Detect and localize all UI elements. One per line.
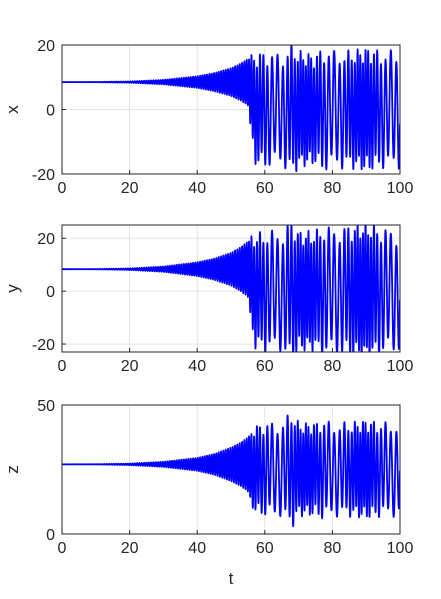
- axes-frame: [61, 404, 401, 535]
- x-tick-label: 0: [58, 180, 67, 197]
- x-tick-label: 0: [58, 358, 67, 375]
- x-tick-label: 80: [324, 180, 342, 197]
- subplot-z: 0 20 40 60 80 100 0 50 z t: [3, 398, 413, 588]
- y-tick-label: 50: [37, 398, 55, 415]
- x-tick-label: 80: [324, 540, 342, 557]
- x-tick-label: 60: [256, 180, 274, 197]
- x-tick-label: 0: [58, 540, 67, 557]
- x-tick-label: 100: [387, 540, 414, 557]
- x-tick-label: 40: [188, 358, 206, 375]
- x-tick-label: 80: [324, 358, 342, 375]
- x-tick-label: 20: [121, 358, 139, 375]
- y-tick-label: 0: [46, 103, 55, 120]
- y-axis-label: z: [3, 465, 22, 474]
- series-line-z: [62, 414, 400, 528]
- x-axis-label: t: [229, 569, 234, 588]
- series-line-x: [62, 45, 400, 173]
- x-tick-label: 100: [387, 180, 414, 197]
- series-line-y: [62, 225, 400, 352]
- x-tick-label: 60: [256, 540, 274, 557]
- x-tick-label: 20: [121, 540, 139, 557]
- y-tick-label: 20: [37, 38, 55, 55]
- y-tick-label: -20: [32, 167, 55, 184]
- y-tick-label: 20: [37, 231, 55, 248]
- x-tick-label: 40: [188, 540, 206, 557]
- y-tick-label: -20: [32, 337, 55, 354]
- y-axis-label: y: [3, 284, 22, 293]
- y-tick-label: 0: [46, 284, 55, 301]
- x-tick-label: 100: [387, 358, 414, 375]
- y-tick-label: 0: [46, 527, 55, 544]
- x-tick-label: 40: [188, 180, 206, 197]
- x-tick-label: 60: [256, 358, 274, 375]
- x-tick-label: 20: [121, 180, 139, 197]
- y-axis-label: x: [3, 105, 22, 114]
- axes-frame: [61, 224, 401, 353]
